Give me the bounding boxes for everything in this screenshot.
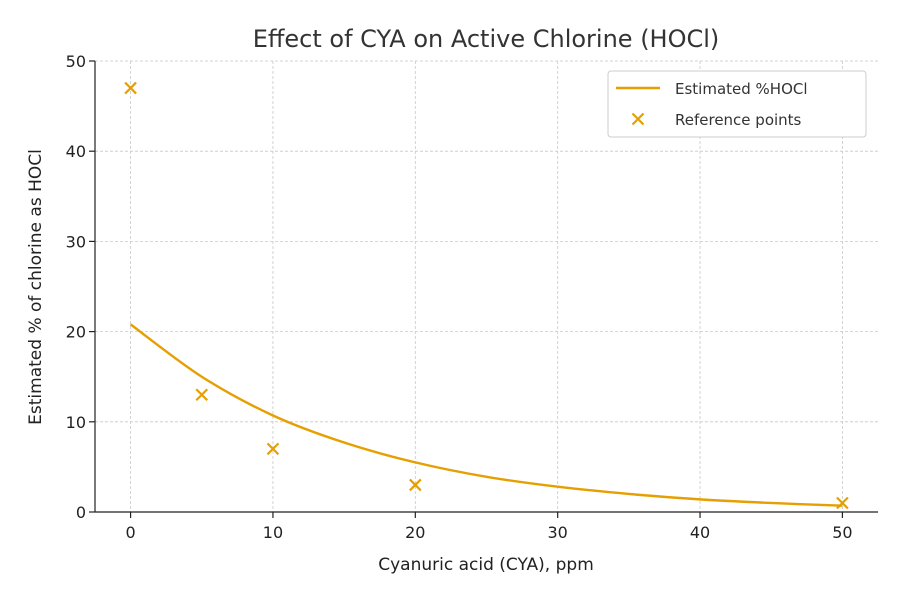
x-tick-label: 40: [690, 523, 710, 542]
reference-point: [195, 388, 209, 402]
reference-point: [266, 442, 280, 456]
reference-point: [409, 478, 422, 492]
chart-title: Effect of CYA on Active Chlorine (HOCl): [253, 25, 720, 53]
x-tick-label: 0: [125, 523, 135, 542]
axis-ticks: 0 10 20 30 40 50 0 10 20 30 40 50: [66, 52, 853, 542]
reference-point: [124, 81, 137, 95]
y-tick-label: 40: [66, 142, 86, 161]
legend-marker-swatch: [631, 112, 645, 126]
legend-box: [607, 70, 867, 138]
y-tick-label: 0: [76, 503, 86, 522]
plot-area: [124, 81, 849, 510]
x-tick-label: 20: [405, 523, 425, 542]
y-tick-label: 30: [66, 232, 86, 251]
x-axis-label: Cyanuric acid (CYA), ppm: [378, 555, 594, 575]
y-axis-label: Estimated % of chlorine as HOCl: [26, 149, 46, 425]
x-tick-label: 30: [548, 523, 568, 542]
y-tick-label: 10: [66, 413, 86, 432]
y-tick-label: 50: [66, 52, 86, 71]
legend-entry-estimated: Estimated %HOCl: [675, 80, 808, 98]
x-tick-label: 50: [832, 523, 852, 542]
legend-marker-x: [631, 112, 645, 126]
series-line-estimated-hocl: [129, 323, 843, 507]
legend-entry-reference: Reference points: [675, 111, 802, 129]
reference-point: [836, 496, 849, 510]
y-tick-label: 20: [66, 323, 86, 342]
x-tick-label: 10: [263, 523, 283, 542]
legend: Estimated %HOCl Reference points: [607, 70, 867, 138]
